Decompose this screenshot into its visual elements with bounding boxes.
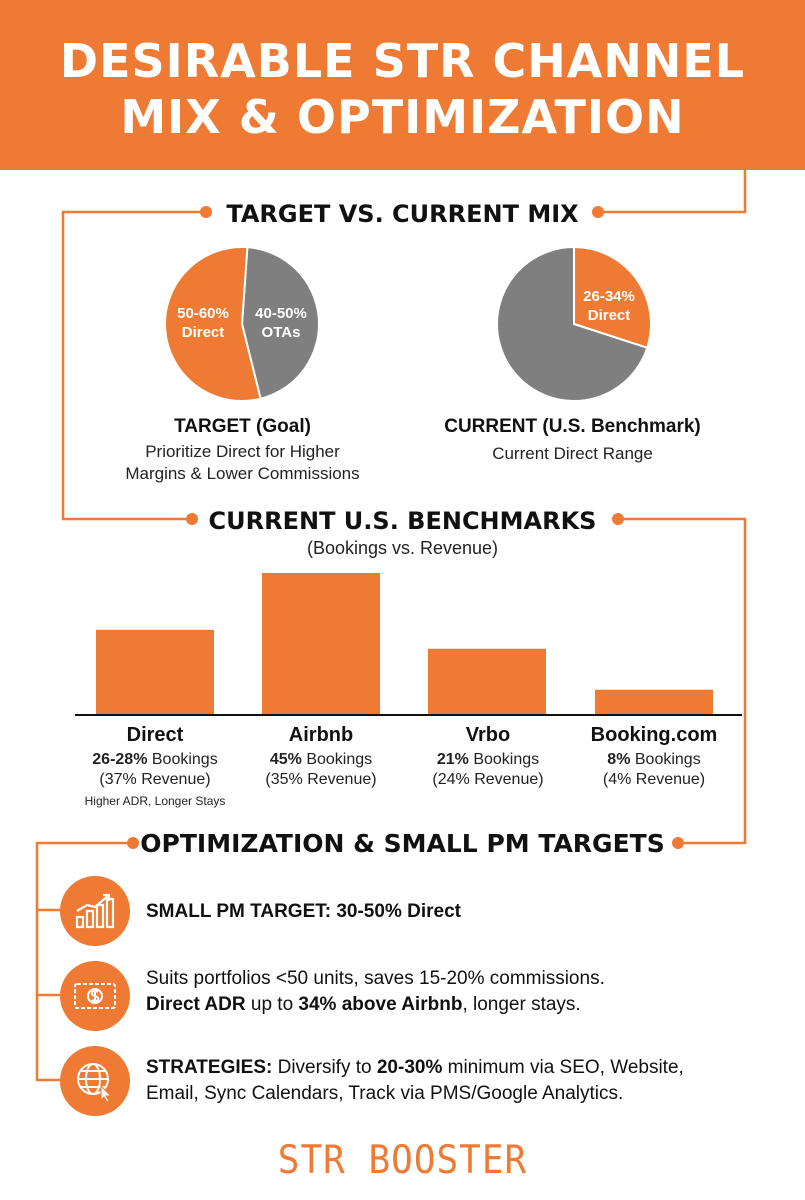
bar-direct <box>96 629 214 715</box>
benchmark-item-vrbo: Vrbo 21% Bookings (24% Revenue) <box>393 724 583 790</box>
connector-dot <box>672 837 684 849</box>
category-label: Booking.com <box>590 724 718 746</box>
small-pm-target: SMALL PM TARGET: 30-50% Direct <box>146 901 461 922</box>
connector-dot <box>186 513 198 525</box>
portfolio-savings-text: Suits portfolios <50 units, saves 15-20%… <box>146 968 605 1015</box>
target-pie-chart <box>164 246 320 402</box>
benchmarks-section-title: CURRENT U.S. BENCHMARKS <box>208 507 597 535</box>
bookings-share: 45% Bookings <box>269 751 373 768</box>
bar-vrbo <box>428 648 546 715</box>
optimization-section-title: OPTIMIZATION & SMALL PM TARGETS <box>140 829 665 858</box>
connector-dot <box>612 513 624 525</box>
pie-slice-otas <box>240 246 320 400</box>
connector-dot <box>200 206 212 218</box>
mix-section-title: TARGET VS. CURRENT MIX <box>226 200 579 228</box>
benchmark-item-direct: Direct 26-28% Bookings (37% Revenue) Higher… <box>60 724 250 808</box>
strategies-text: STRATEGIES: Diversify to 20-30% minimum … <box>146 1057 684 1104</box>
pie-slice-other <box>496 245 649 402</box>
pie-slice-direct <box>164 246 262 402</box>
benchmark-item-bookingcom: Booking.com 8% Bookings (4% Revenue) <box>559 724 749 790</box>
page-title-line1: DESIRABLE STR CHANNEL <box>59 34 746 88</box>
page-title-line2: MIX & OPTIMIZATION <box>120 90 685 144</box>
target-heading: TARGET (Goal) <box>174 416 311 437</box>
benchmark-bar-chart <box>75 573 742 716</box>
bookings-share: 21% Bookings <box>436 751 540 768</box>
revenue-share: (37% Revenue) <box>99 771 211 788</box>
target-ota-slice-label: 40-50% OTAs <box>255 305 307 341</box>
current-description: Current Direct Range <box>492 444 653 463</box>
revenue-share: (4% Revenue) <box>602 771 706 788</box>
cash-icon <box>60 961 130 1031</box>
globe-cursor-icon <box>60 1046 130 1116</box>
connector-dot <box>127 837 139 849</box>
current-heading: CURRENT (U.S. Benchmark) <box>444 416 701 437</box>
revenue-share: (24% Revenue) <box>432 771 544 788</box>
brand-logo-text: STR BOOSTER <box>277 1137 528 1184</box>
benchmarks-subtitle: (Bookings vs. Revenue) <box>306 538 499 558</box>
category-label: Direct <box>126 724 184 746</box>
current-direct-slice-label: 26-34% Direct <box>583 288 635 324</box>
revenue-share: (35% Revenue) <box>265 771 377 788</box>
category-note: Higher ADR, Longer Stays <box>84 794 226 808</box>
connector-dot <box>592 206 604 218</box>
bar-bookingcom <box>595 689 713 715</box>
bookings-share: 8% Bookings <box>607 751 701 768</box>
target-description: Prioritize Direct for Higher Margins & L… <box>125 442 360 483</box>
bookings-share: 26-28% Bookings <box>92 751 218 768</box>
benchmark-item-airbnb: Airbnb 45% Bookings (35% Revenue) <box>226 724 416 790</box>
header-banner <box>0 0 805 170</box>
target-direct-slice-label: 50-60% Direct <box>177 305 229 341</box>
current-pie-chart <box>496 245 652 402</box>
category-label: Airbnb <box>288 724 354 746</box>
growth-chart-icon <box>60 876 130 946</box>
pie-slice-direct <box>573 245 652 350</box>
bar-airbnb <box>262 573 380 715</box>
category-label: Vrbo <box>465 724 511 746</box>
page-title: DESIRABLE STR CHANNEL MIX & OPTIMIZATION <box>0 33 805 145</box>
